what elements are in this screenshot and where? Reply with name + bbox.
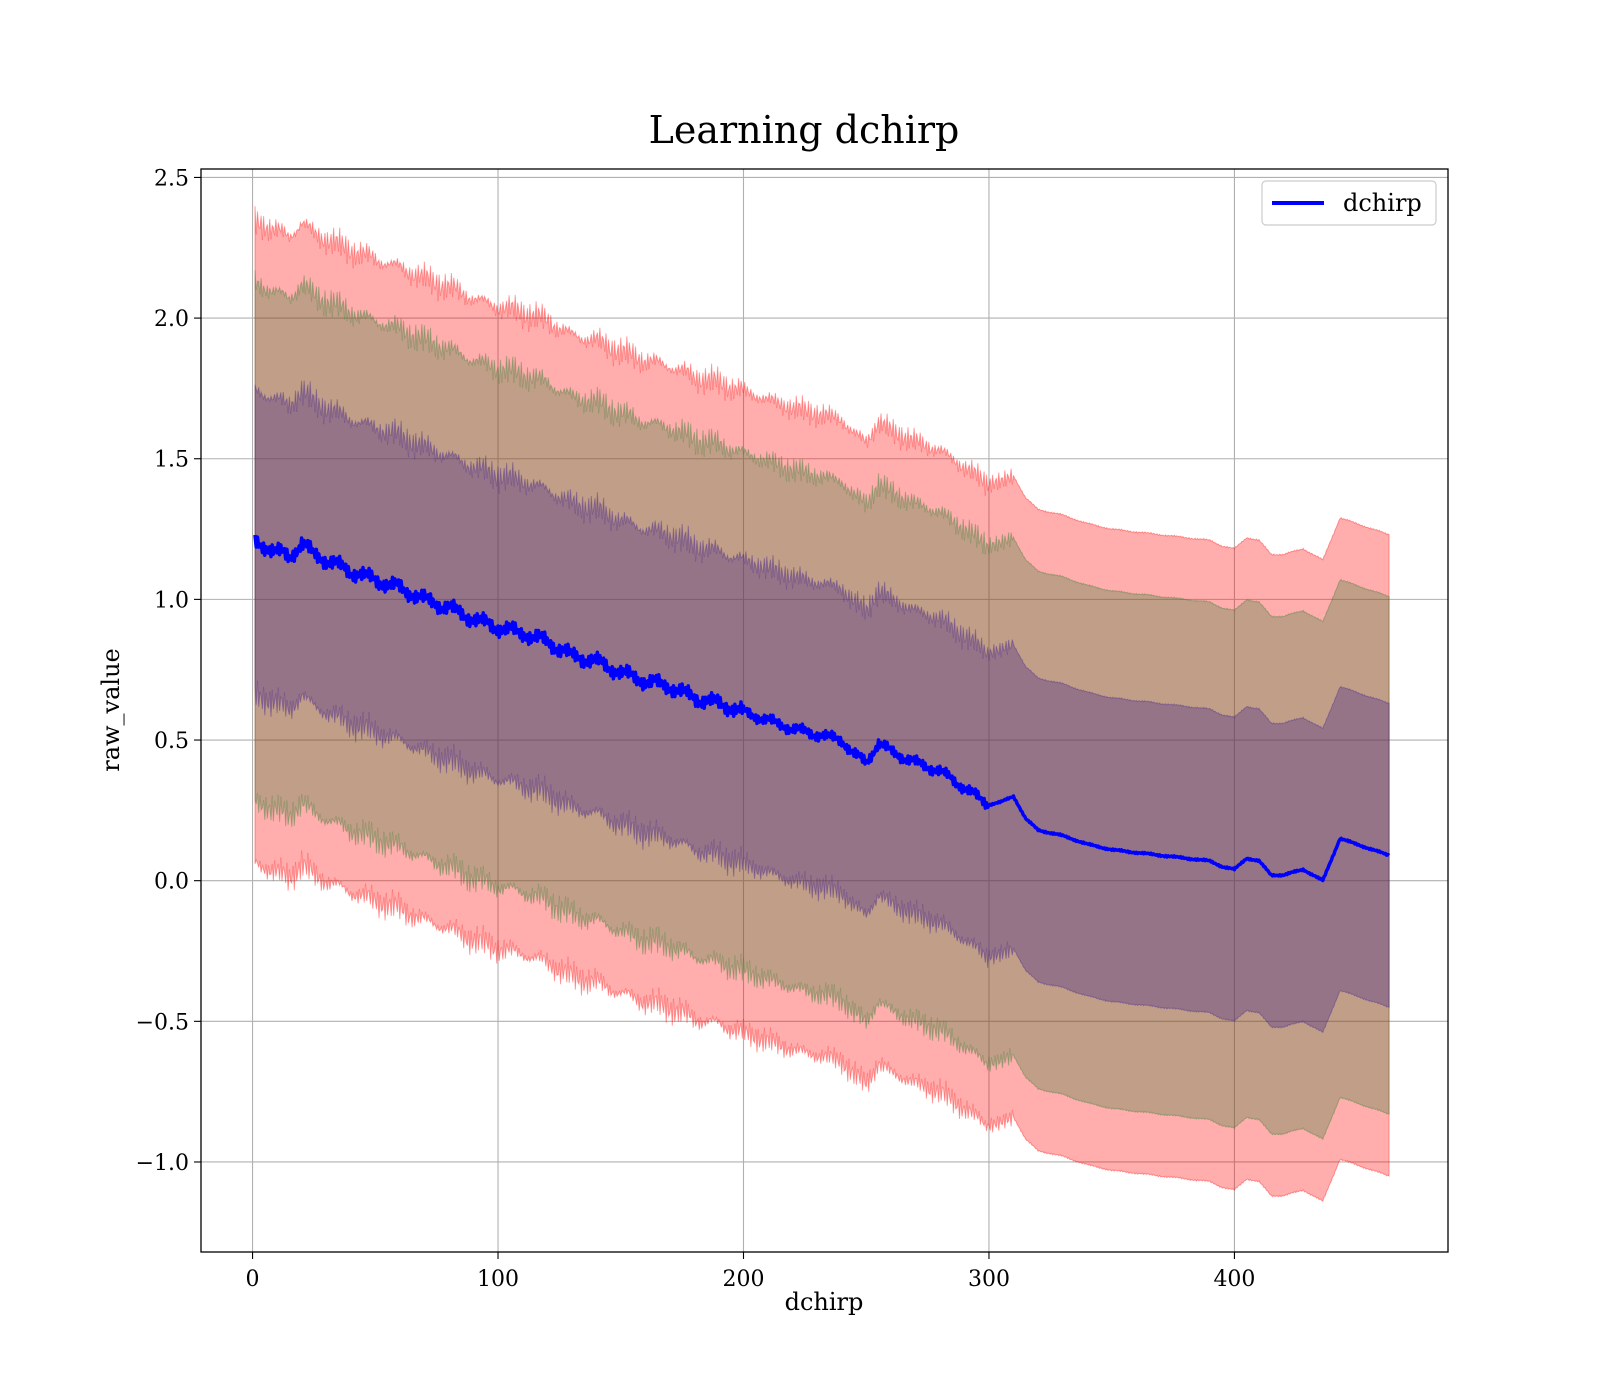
confidence-bands	[254, 206, 1390, 1203]
plot-frame	[200, 168, 1449, 1253]
y-tick-label: 2.0	[154, 307, 189, 332]
plot-area	[200, 168, 1449, 1253]
x-tick-label: 200	[722, 1267, 764, 1292]
legend: dchirp	[1261, 180, 1437, 226]
series-line-dchirp	[253, 534, 1391, 883]
x-tick-label: 0	[246, 1267, 260, 1292]
x-axis-ticks: 0 100 200 300 400	[246, 1252, 1255, 1292]
chart-title: Learning dchirp	[649, 108, 960, 152]
y-tick-label: −1.0	[136, 1151, 189, 1176]
y-tick-label: 1.5	[154, 448, 189, 473]
band-3-sigma	[254, 206, 1390, 1203]
series-group	[253, 534, 1391, 883]
legend-frame	[1261, 180, 1437, 226]
grid	[201, 169, 1448, 1252]
y-tick-label: −0.5	[136, 1010, 189, 1035]
legend-label-dchirp: dchirp	[1343, 189, 1422, 217]
x-axis-label: dchirp	[785, 1288, 864, 1316]
y-tick-label: 1.0	[154, 588, 189, 613]
y-axis-label: raw_value	[97, 648, 125, 772]
plot-background	[201, 169, 1448, 1252]
band-1-sigma	[254, 380, 1390, 1034]
x-tick-label: 300	[968, 1267, 1010, 1292]
y-tick-label: 0.0	[154, 870, 189, 895]
band-2-sigma	[254, 270, 1390, 1141]
x-tick-label: 100	[477, 1267, 519, 1292]
y-tick-label: 2.5	[154, 166, 189, 191]
x-tick-label: 400	[1213, 1267, 1255, 1292]
y-axis-ticks: −1.0 −0.5 0.0 0.5 1.0 1.5 2.0 2.5	[136, 166, 201, 1176]
y-tick-label: 0.5	[154, 729, 189, 754]
